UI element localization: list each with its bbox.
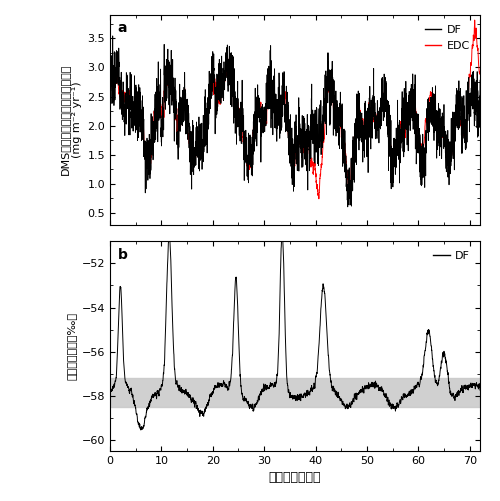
Bar bbox=[110, 378, 480, 407]
Legend: DF, EDC: DF, EDC bbox=[420, 21, 474, 55]
X-axis label: 年代（万年前）: 年代（万年前） bbox=[269, 471, 321, 484]
Y-axis label: DMS起源硫酸イオンのフラックス
(mg m⁻² yr⁻¹): DMS起源硫酸イオンのフラックス (mg m⁻² yr⁻¹) bbox=[60, 64, 82, 175]
Legend: DF: DF bbox=[428, 247, 474, 266]
Text: b: b bbox=[118, 247, 128, 262]
Y-axis label: 酸素同位体比（‰）: 酸素同位体比（‰） bbox=[66, 312, 76, 380]
Text: a: a bbox=[118, 22, 127, 35]
